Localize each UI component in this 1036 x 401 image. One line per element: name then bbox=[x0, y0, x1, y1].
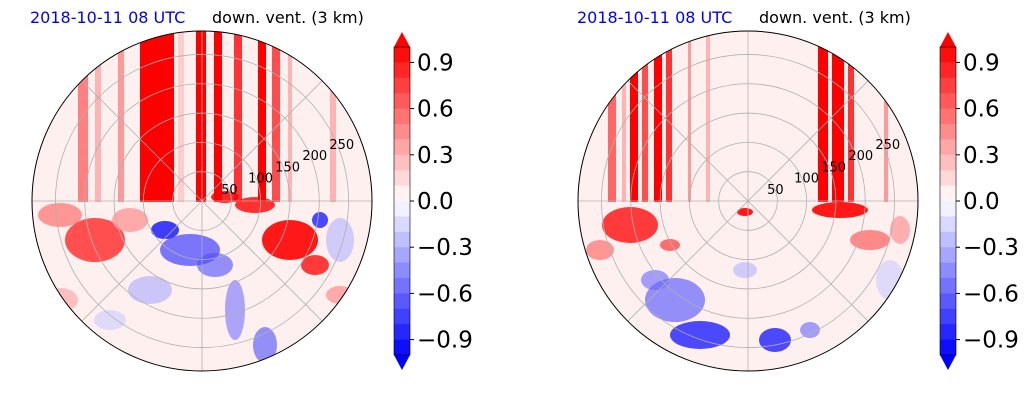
colorbar-tick-label: −0.9 bbox=[417, 328, 473, 354]
radial-tick-label: 50 bbox=[221, 183, 238, 198]
colorbar-tick-label: 0.9 bbox=[963, 50, 1000, 76]
colorbar-tick-label: 0.3 bbox=[963, 143, 1000, 169]
colorbar-level bbox=[940, 216, 956, 233]
panel-right-polar-grid bbox=[578, 31, 918, 371]
radial-tick-label: 200 bbox=[848, 149, 873, 164]
colorbar-tick-label: 0.6 bbox=[417, 97, 454, 123]
colorbar-level bbox=[940, 47, 956, 63]
colorbar-tick-label: 0.0 bbox=[963, 189, 1000, 215]
colorbar-level bbox=[940, 170, 956, 187]
colorbar-level bbox=[394, 278, 410, 294]
panel-right-title-variable: down. vent. (3 km) bbox=[759, 8, 911, 27]
radial-tick-label: 150 bbox=[275, 160, 300, 175]
panel-left-spoke bbox=[81, 200, 203, 322]
colorbar-level bbox=[940, 185, 956, 202]
panel-left-colorbar: 0.9 0.6 0.3 0.0 −0.3 −0.6 −0.9 bbox=[393, 32, 473, 370]
colorbar-level bbox=[394, 47, 410, 63]
colorbar-level bbox=[394, 93, 410, 110]
colorbar-level bbox=[940, 293, 956, 310]
colorbar-tick-label: 0.9 bbox=[417, 50, 454, 76]
panel-left-title-time: 2018-10-11 08 UTC bbox=[30, 8, 185, 27]
colorbar-level bbox=[394, 231, 410, 248]
colorbar-level bbox=[394, 247, 410, 264]
panel-left-spoke bbox=[201, 80, 323, 202]
panel-left-spoke bbox=[81, 80, 203, 202]
panel-right-spoke bbox=[747, 200, 869, 322]
panel-left-spoke bbox=[201, 200, 323, 322]
radial-tick-label: 100 bbox=[248, 172, 273, 187]
panel-left-outer-boundary bbox=[31, 30, 373, 372]
colorbar-level bbox=[394, 62, 410, 79]
colorbar-tick-label: −0.9 bbox=[963, 328, 1019, 354]
panel-right-positive-blobs bbox=[586, 202, 910, 260]
colorbar-level bbox=[940, 154, 956, 171]
panel-right-positive-streaks bbox=[608, 31, 888, 202]
colorbar-level bbox=[940, 124, 956, 140]
colorbar-level bbox=[940, 201, 956, 217]
panel-left: 2018-10-11 08 UTC down. vent. (3 km) bbox=[30, 8, 473, 372]
colorbar-level bbox=[940, 262, 956, 279]
colorbar-level bbox=[394, 308, 410, 325]
colorbar-level bbox=[940, 231, 956, 248]
radial-tick-label: 150 bbox=[821, 160, 846, 175]
colorbar-level bbox=[940, 77, 956, 94]
panel-right-spoke bbox=[627, 200, 749, 322]
colorbar-level bbox=[940, 108, 956, 125]
colorbar-extend-max bbox=[394, 32, 410, 47]
colorbar-tick-label: −0.3 bbox=[417, 235, 473, 261]
colorbar-level bbox=[394, 108, 410, 125]
colorbar-tick-label: −0.6 bbox=[963, 281, 1019, 307]
radial-tick-label: 50 bbox=[767, 183, 784, 198]
colorbar-tick-label: −0.3 bbox=[963, 235, 1019, 261]
colorbar-level bbox=[394, 124, 410, 140]
panel-left-title-variable: down. vent. (3 km) bbox=[212, 8, 364, 27]
colorbar-level bbox=[394, 154, 410, 171]
colorbar-level bbox=[394, 170, 410, 187]
colorbar-level bbox=[394, 339, 410, 356]
panel-right-spoke bbox=[627, 80, 749, 202]
colorbar-level bbox=[394, 216, 410, 233]
panel-right-colorbar: 0.9 0.6 0.3 0.0 −0.3 −0.6 −0.9 bbox=[939, 32, 1019, 370]
radial-tick-label: 200 bbox=[302, 149, 327, 164]
panel-left-polar-grid bbox=[32, 31, 372, 371]
colorbar-tick-label: 0.3 bbox=[417, 143, 454, 169]
colorbar-level bbox=[394, 185, 410, 202]
colorbar-level bbox=[940, 247, 956, 264]
colorbar-level bbox=[940, 62, 956, 79]
colorbar-tick-label: 0.0 bbox=[417, 189, 454, 215]
colorbar-level bbox=[394, 324, 410, 341]
colorbar-level bbox=[394, 293, 410, 310]
panel-left-positive-streaks bbox=[78, 31, 336, 202]
colorbar-level bbox=[940, 339, 956, 356]
colorbar-level bbox=[940, 278, 956, 294]
colorbar-level bbox=[940, 324, 956, 341]
colorbar-extend-min bbox=[394, 355, 410, 370]
colorbar-level bbox=[940, 139, 956, 156]
colorbar-level bbox=[394, 139, 410, 156]
panel-right-spoke bbox=[747, 80, 869, 202]
colorbar-level bbox=[940, 93, 956, 110]
panel-right-outer-boundary bbox=[577, 30, 919, 372]
colorbar-level bbox=[394, 77, 410, 94]
radial-tick-label: 100 bbox=[794, 172, 819, 187]
radial-tick-label: 250 bbox=[875, 138, 900, 153]
panel-right: 2018-10-11 08 UTC down. vent. (3 km) bbox=[577, 8, 1019, 372]
colorbar-tick-label: −0.6 bbox=[417, 281, 473, 307]
panel-right-title-time: 2018-10-11 08 UTC bbox=[577, 8, 732, 27]
colorbar-level bbox=[394, 262, 410, 279]
colorbar-level bbox=[394, 201, 410, 217]
colorbar-tick-label: 0.6 bbox=[963, 97, 1000, 123]
colorbar-extend-max bbox=[940, 32, 956, 47]
colorbar-level bbox=[940, 308, 956, 325]
colorbar-extend-min bbox=[940, 355, 956, 370]
radial-tick-label: 250 bbox=[329, 138, 354, 153]
